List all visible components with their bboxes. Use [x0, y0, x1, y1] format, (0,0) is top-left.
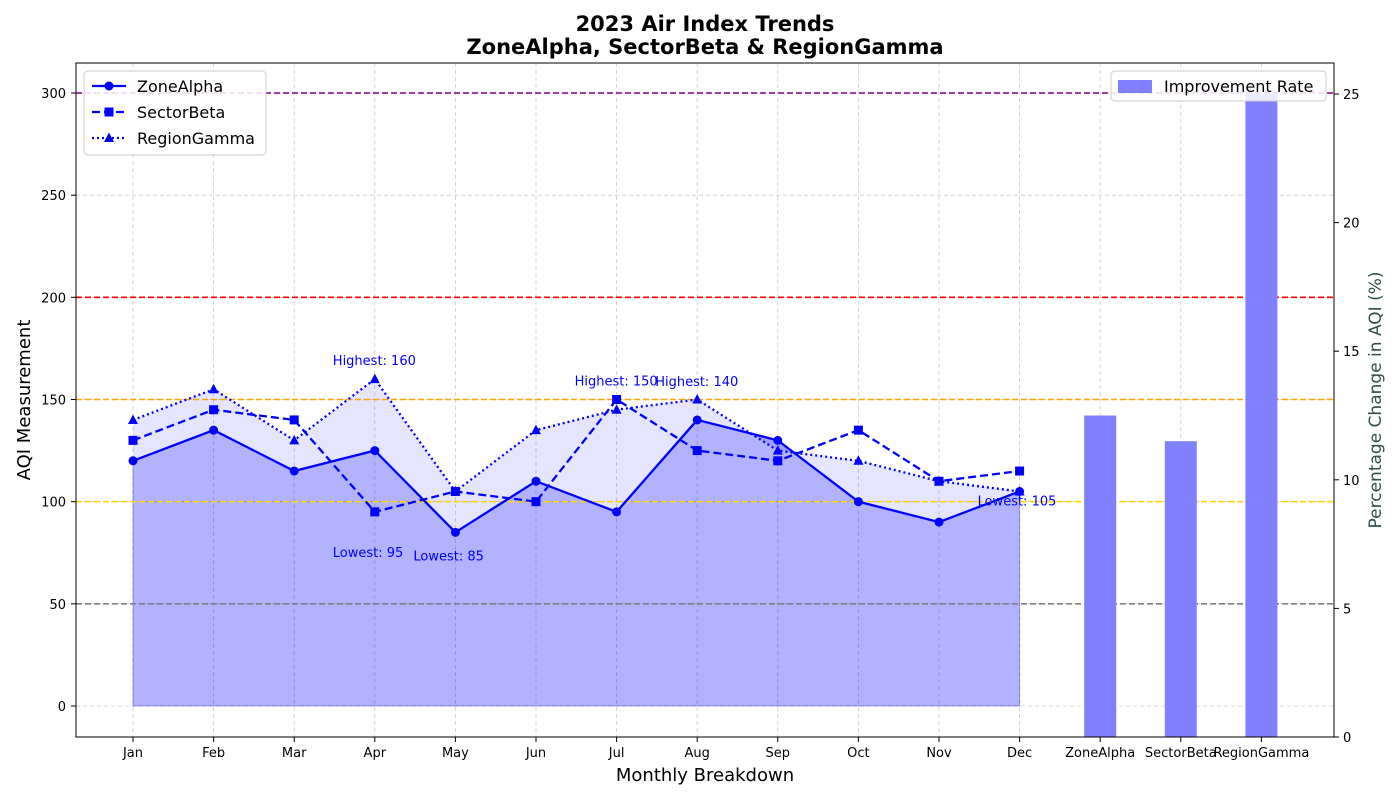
y-tick-label: 150 [41, 394, 66, 409]
data-point-regiongamma [1014, 485, 1025, 496]
data-point-zonealpha [370, 446, 380, 456]
data-point-regiongamma [692, 394, 703, 404]
y-tick-label: 300 [41, 87, 66, 102]
data-point-sectorbeta [1015, 466, 1025, 476]
x-tick-label: Jun [525, 746, 546, 761]
data-point-zonealpha [934, 517, 944, 527]
y-right-tick-label: 25 [1343, 88, 1360, 103]
data-point-regiongamma [934, 475, 944, 486]
data-point-regiongamma [772, 445, 783, 455]
data-point-regiongamma [369, 373, 380, 384]
data-point-zonealpha [853, 497, 863, 507]
data-point-zonealpha [209, 425, 219, 435]
data-point-regiongamma [450, 485, 461, 496]
x-tick-label: May [442, 746, 469, 761]
legend-label: Improvement Rate [1164, 77, 1313, 96]
annotation-label: Highest: 150 [575, 375, 658, 390]
series-line-zonealpha [132, 418, 1021, 534]
x-axis-label: Monthly Breakdown [616, 765, 794, 786]
y-tick-label: 200 [41, 291, 66, 306]
data-point-regiongamma [128, 414, 138, 424]
x-tick-label: RegionGamma [1213, 746, 1309, 761]
data-point-zonealpha [692, 415, 702, 425]
legend-bars [1110, 70, 1327, 102]
y-axis-right-label: Percentage Change in AQI (%) [1366, 272, 1386, 529]
x-tick-label: Apr [364, 746, 387, 761]
legend-marker [104, 107, 114, 117]
data-point-sectorbeta [692, 446, 702, 456]
data-point-sectorbeta [531, 497, 541, 507]
y-right-tick-label: 20 [1343, 217, 1360, 232]
data-point-zonealpha [289, 466, 299, 476]
y-tick-label: 250 [41, 189, 66, 204]
x-tick-label: Jul [608, 746, 625, 761]
x-tick-label: Aug [685, 746, 710, 761]
y-tick-label: 0 [58, 700, 66, 715]
plot-area: Highest: 160 Lowest: 95 Lowest: 85 Highest:… [41, 62, 1360, 761]
legend-lines [83, 70, 267, 156]
data-point-regiongamma [208, 383, 219, 394]
x-tick-label: Mar [282, 746, 307, 761]
x-tick-label: Sep [766, 746, 791, 761]
data-point-sectorbeta [370, 507, 380, 517]
data-point-sectorbeta [209, 405, 219, 415]
chart-title: 2023 Air Index Trends [576, 12, 835, 36]
data-point-sectorbeta [289, 415, 299, 425]
x-tick-label: Feb [202, 746, 225, 761]
chart-subtitle: ZoneAlpha, SectorBeta & RegionGamma [466, 35, 943, 59]
y-tick-label: 50 [49, 598, 66, 613]
annotation-label: Lowest: 95 [333, 546, 404, 561]
y-right-tick-label: 0 [1343, 731, 1351, 746]
data-point-zonealpha [531, 476, 541, 486]
series-line-regiongamma [132, 377, 1020, 494]
data-point-zonealpha [450, 527, 460, 537]
data-point-sectorbeta [612, 395, 622, 405]
annotation-label: Lowest: 85 [413, 549, 484, 564]
data-point-sectorbeta [773, 456, 783, 466]
data-point-zonealpha [612, 507, 622, 517]
y-right-tick-label: 10 [1343, 474, 1360, 489]
data-point-regiongamma [853, 455, 864, 465]
y-tick-label: 100 [41, 496, 66, 511]
data-point-zonealpha [773, 435, 783, 445]
legend-marker [104, 81, 114, 91]
annotation-label: Highest: 160 [333, 354, 416, 369]
annotation-label: Lowest: 105 [978, 494, 1057, 509]
legend-bar-swatch [1118, 80, 1152, 93]
legend-label: SectorBeta [137, 103, 225, 122]
y-right-tick-label: 15 [1343, 345, 1360, 360]
data-point-regiongamma [289, 434, 300, 445]
data-point-regiongamma [611, 404, 622, 414]
legend-label: ZoneAlpha [137, 77, 223, 96]
legend-label: RegionGamma [137, 129, 255, 148]
data-point-sectorbeta [128, 435, 138, 445]
bar-zonealpha [1084, 415, 1117, 737]
x-tick-label: Dec [1007, 746, 1032, 761]
x-tick-label: Oct [847, 746, 869, 761]
x-tick-label: SectorBeta [1145, 746, 1217, 761]
y-right-tick-label: 5 [1343, 602, 1351, 617]
bar-regiongamma [1245, 94, 1278, 737]
x-tick-label: Nov [926, 746, 952, 761]
legend-marker [104, 132, 114, 142]
data-point-regiongamma [531, 424, 541, 435]
data-point-zonealpha [128, 456, 138, 466]
bar-sectorbeta [1164, 441, 1197, 737]
area-between-series [133, 379, 1020, 533]
annotation-label: Highest: 140 [655, 375, 738, 390]
data-point-sectorbeta [853, 425, 863, 435]
series-line-sectorbeta [132, 397, 1020, 514]
x-tick-label: ZoneAlpha [1065, 746, 1135, 761]
y-axis-label: AQI Measurement [14, 320, 35, 481]
x-tick-label: Jan [122, 746, 143, 761]
